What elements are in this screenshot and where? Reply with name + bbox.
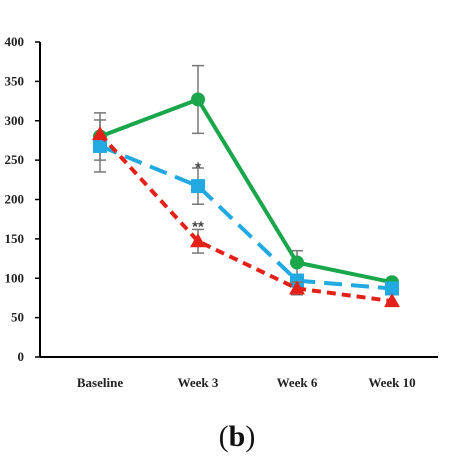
y-tick-label: 200: [5, 192, 25, 207]
panel-label-close: ): [245, 420, 256, 453]
y-tick-label: 100: [5, 270, 25, 285]
data-point: [385, 281, 399, 296]
data-point: [384, 293, 400, 308]
axes: 0 50 100 150 200 250 300 350 400 Baseline Week 3 We…: [5, 34, 438, 390]
annotations: ***: [192, 159, 204, 235]
data-point: [190, 233, 206, 248]
line-chart: 0 50 100 150 200 250 300 350 400 Baseline Week 3 We…: [5, 34, 438, 390]
significance-annotation: *: [195, 159, 201, 176]
y-tick-label: 300: [5, 113, 25, 128]
series-line: [99, 97, 393, 285]
data-point: [93, 138, 107, 153]
data-point: [290, 255, 304, 270]
series-line: [98, 132, 393, 304]
panel-label-open: (: [218, 420, 229, 453]
x-tick-label: Week 3: [178, 375, 219, 390]
data-point: [191, 179, 205, 194]
data-point: [92, 126, 108, 141]
series-line: [99, 144, 393, 291]
series-square: [93, 119, 399, 296]
y-tick-label: 250: [5, 152, 25, 167]
series-triangle: [92, 126, 400, 308]
data-point: [289, 280, 305, 295]
panel-label: (b): [0, 420, 474, 454]
significance-annotation: **: [192, 219, 204, 236]
x-tick-label: Week 10: [368, 375, 415, 390]
y-tick-label: 350: [5, 73, 25, 88]
panel-label-letter: b: [228, 420, 246, 453]
x-tick-label: Baseline: [77, 375, 123, 390]
series-circle: [93, 64, 399, 290]
data-point: [191, 92, 205, 107]
x-tick-label: Week 6: [277, 375, 318, 390]
y-tick-label: 0: [18, 349, 25, 364]
y-tick-label: 400: [5, 34, 25, 49]
y-tick-label: 150: [5, 231, 25, 246]
series-layer: [92, 64, 400, 308]
y-tick-label: 50: [11, 310, 24, 325]
